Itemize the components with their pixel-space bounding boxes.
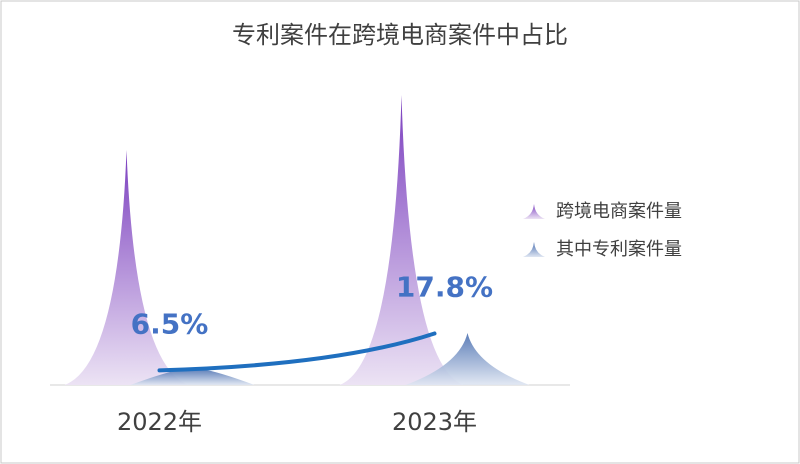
legend-label: 其中专利案件量 <box>556 239 682 260</box>
x-tick-label: 2022年 <box>117 408 202 436</box>
spike-bar <box>339 95 464 385</box>
ratio-line <box>157 331 437 373</box>
legend-icon <box>523 242 545 257</box>
spike-bar <box>405 333 530 385</box>
data-label: 17.8% <box>396 270 493 303</box>
x-tick-label: 2023年 <box>392 408 477 436</box>
spike-bar <box>64 150 189 385</box>
legend-label: 跨境电商案件量 <box>556 201 682 222</box>
spike-bar <box>130 369 255 385</box>
legend-icon <box>523 204 545 219</box>
data-label: 6.5% <box>131 307 209 340</box>
chart-title: 专利案件在跨境电商案件中占比 <box>232 21 568 49</box>
